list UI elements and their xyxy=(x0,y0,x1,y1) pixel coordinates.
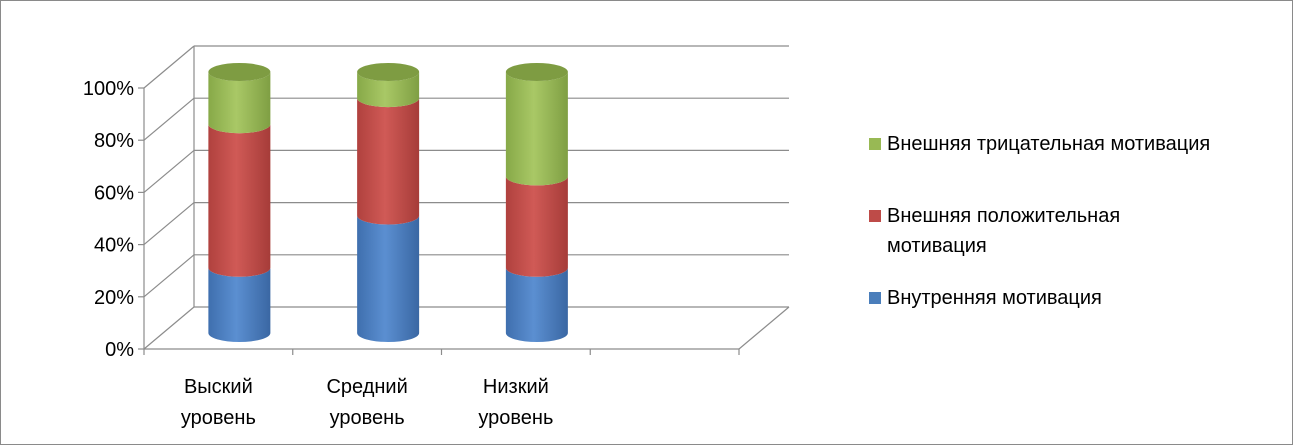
bar-segment-2-0 xyxy=(505,267,568,342)
legend-label-internal: Внутренняя мотивация xyxy=(887,287,1102,309)
bar-segment-1-0 xyxy=(357,215,420,342)
x-tick-label: Выский уровень xyxy=(181,376,256,429)
gridline-diagonal xyxy=(143,97,195,141)
bar-cap-0 xyxy=(208,63,271,81)
y-tick-label: 0% xyxy=(105,339,134,361)
bar-cap-2 xyxy=(505,63,568,81)
bar-segment-0-1 xyxy=(208,124,271,277)
x-tick-label: Средний уровень xyxy=(326,376,407,429)
gridline-diagonal xyxy=(143,45,195,89)
bar-segment-1-2 xyxy=(357,72,420,108)
gridline-diagonal xyxy=(143,306,195,350)
axes-layer xyxy=(138,45,790,355)
floor-right-edge xyxy=(738,306,790,350)
gridline-diagonal xyxy=(143,202,195,246)
y-tick-label: 40% xyxy=(94,235,134,257)
legend-label-negative: Внешняя трицательная мотивация xyxy=(887,133,1211,155)
x-tick-label: Низкий уровень xyxy=(478,376,553,429)
bar-segment-2-2 xyxy=(505,72,568,186)
bar-segment-0-0 xyxy=(208,267,271,342)
bars-layer xyxy=(208,63,568,342)
legend-item-internal: Внутренняя мотивация xyxy=(869,283,1277,313)
legend-swatch-internal xyxy=(869,292,881,304)
y-tick-label: 100% xyxy=(83,78,134,100)
bar-segment-1-1 xyxy=(357,98,420,225)
legend-swatch-negative xyxy=(869,138,881,150)
y-tick-label: 60% xyxy=(94,182,134,204)
bar-segment-0-2 xyxy=(208,72,271,134)
bar-cap-1 xyxy=(357,63,420,81)
labels-layer: 0% 20% 40% 60% 80% 100% Выский уровень Средний ур… xyxy=(83,78,554,429)
legend-item-negative: Внешняя трицательная мотивация xyxy=(869,129,1277,159)
gridline-diagonal xyxy=(143,254,195,298)
gridline-diagonal xyxy=(143,149,195,193)
legend-label-positive: Внешняя положительная мотивация xyxy=(887,205,1121,257)
y-tick-label: 20% xyxy=(94,287,134,309)
y-tick-label: 80% xyxy=(94,130,134,152)
legend-swatch-positive xyxy=(869,210,881,222)
bar-segment-2-1 xyxy=(505,176,568,277)
legend-item-positive: Внешняя положительная мотивация xyxy=(869,201,1187,261)
